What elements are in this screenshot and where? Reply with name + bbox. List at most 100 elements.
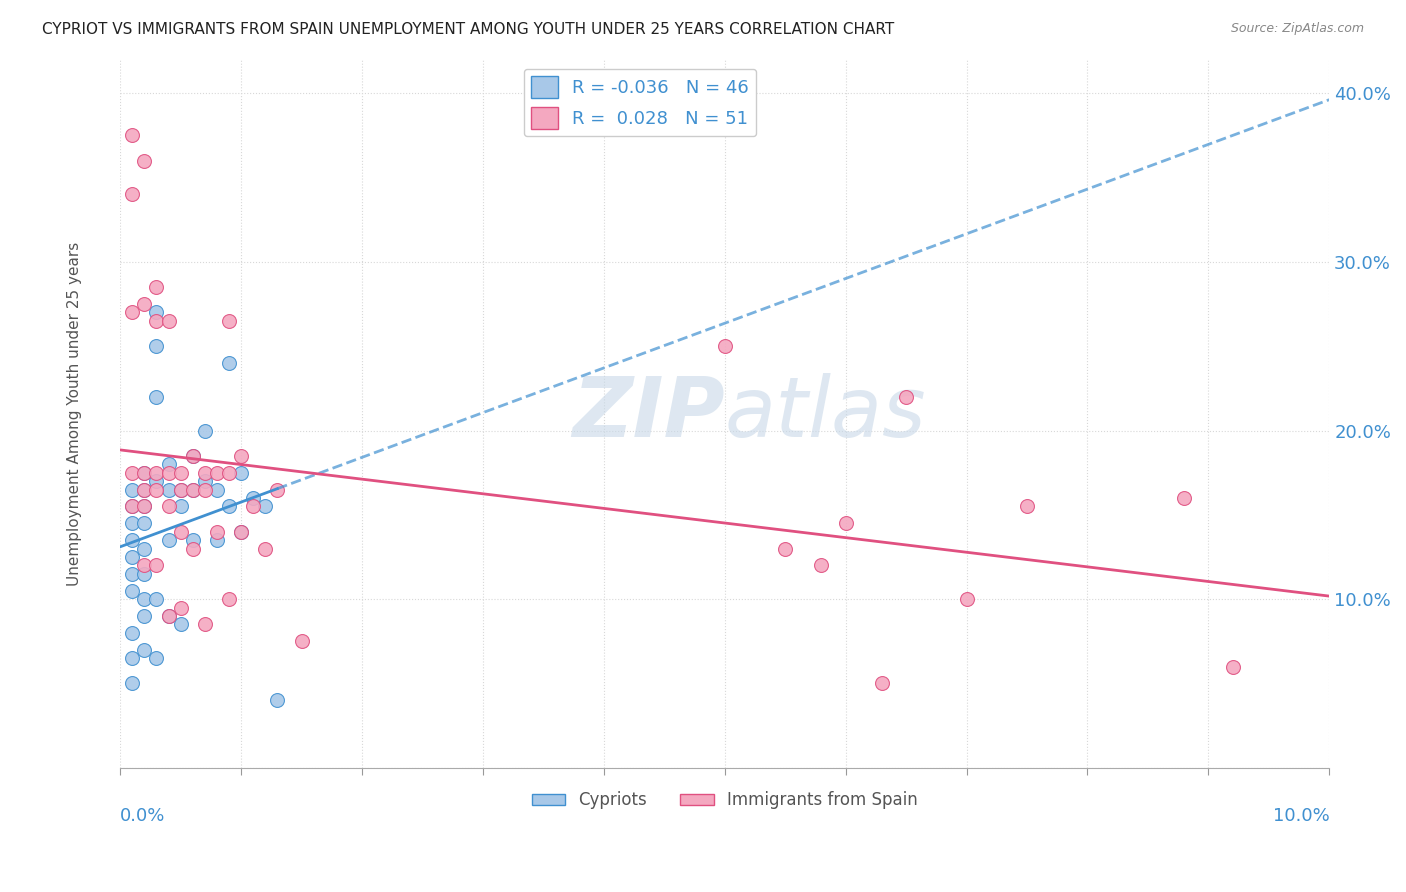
Point — [121, 533, 143, 547]
Point — [218, 592, 240, 607]
Point — [181, 483, 204, 497]
Point — [194, 424, 217, 438]
Point — [134, 592, 156, 607]
Point — [121, 305, 143, 319]
Point — [157, 500, 180, 514]
Point — [134, 609, 156, 624]
Point — [145, 592, 167, 607]
Legend: Cypriots, Immigrants from Spain: Cypriots, Immigrants from Spain — [524, 785, 925, 816]
Point — [242, 500, 264, 514]
Point — [169, 600, 191, 615]
Point — [810, 558, 832, 573]
Point — [218, 466, 240, 480]
Point — [134, 466, 156, 480]
Point — [157, 609, 180, 624]
Point — [145, 314, 167, 328]
Point — [121, 651, 143, 665]
Point — [254, 500, 277, 514]
Point — [121, 500, 143, 514]
Point — [229, 466, 252, 480]
Point — [134, 558, 156, 573]
Point — [121, 466, 143, 480]
Point — [121, 583, 143, 598]
Point — [894, 390, 917, 404]
Point — [121, 625, 143, 640]
Point — [145, 339, 167, 353]
Point — [218, 314, 240, 328]
Point — [121, 500, 143, 514]
Point — [194, 617, 217, 632]
Point — [145, 558, 167, 573]
Point — [134, 466, 156, 480]
Point — [1222, 659, 1244, 673]
Point — [121, 676, 143, 690]
Point — [181, 449, 204, 463]
Point — [145, 651, 167, 665]
Point — [134, 516, 156, 531]
Text: ZIP: ZIP — [572, 373, 724, 454]
Point — [157, 609, 180, 624]
Point — [955, 592, 977, 607]
Point — [134, 566, 156, 581]
Point — [1015, 500, 1038, 514]
Point — [157, 533, 180, 547]
Point — [218, 356, 240, 370]
Point — [134, 642, 156, 657]
Point — [169, 483, 191, 497]
Point — [169, 466, 191, 480]
Point — [194, 474, 217, 488]
Point — [181, 541, 204, 556]
Point — [121, 128, 143, 143]
Point — [145, 483, 167, 497]
Point — [229, 524, 252, 539]
Point — [205, 524, 228, 539]
Text: CYPRIOT VS IMMIGRANTS FROM SPAIN UNEMPLOYMENT AMONG YOUTH UNDER 25 YEARS CORRELA: CYPRIOT VS IMMIGRANTS FROM SPAIN UNEMPLO… — [42, 22, 894, 37]
Point — [121, 549, 143, 564]
Point — [194, 466, 217, 480]
Point — [834, 516, 856, 531]
Text: Source: ZipAtlas.com: Source: ZipAtlas.com — [1230, 22, 1364, 36]
Text: 0.0%: 0.0% — [120, 806, 166, 824]
Point — [145, 305, 167, 319]
Point — [157, 466, 180, 480]
Point — [157, 314, 180, 328]
Point — [145, 466, 167, 480]
Point — [254, 541, 277, 556]
Point — [134, 297, 156, 311]
Point — [205, 483, 228, 497]
Point — [134, 500, 156, 514]
Point — [121, 483, 143, 497]
Point — [169, 617, 191, 632]
Text: 10.0%: 10.0% — [1272, 806, 1329, 824]
Point — [229, 449, 252, 463]
Point — [134, 153, 156, 168]
Point — [773, 541, 796, 556]
Point — [145, 474, 167, 488]
Text: Unemployment Among Youth under 25 years: Unemployment Among Youth under 25 years — [66, 242, 82, 586]
Point — [242, 491, 264, 505]
Point — [181, 449, 204, 463]
Point — [229, 524, 252, 539]
Point — [134, 500, 156, 514]
Point — [169, 500, 191, 514]
Point — [169, 524, 191, 539]
Point — [145, 390, 167, 404]
Point — [1173, 491, 1195, 505]
Point — [194, 483, 217, 497]
Text: atlas: atlas — [724, 373, 927, 454]
Point — [121, 566, 143, 581]
Point — [134, 483, 156, 497]
Point — [157, 483, 180, 497]
Point — [266, 693, 288, 707]
Point — [218, 500, 240, 514]
Point — [121, 516, 143, 531]
Point — [181, 483, 204, 497]
Point — [713, 339, 735, 353]
Point — [870, 676, 893, 690]
Point — [290, 634, 312, 648]
Point — [121, 187, 143, 202]
Point — [134, 541, 156, 556]
Point — [145, 280, 167, 294]
Point — [266, 483, 288, 497]
Point — [205, 466, 228, 480]
